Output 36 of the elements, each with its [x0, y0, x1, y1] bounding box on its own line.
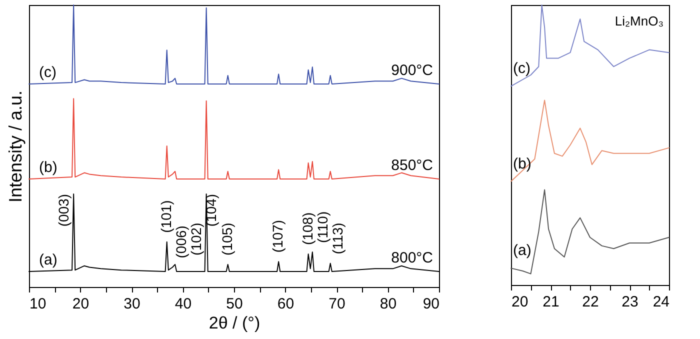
annotation: 850°C — [391, 156, 434, 174]
annotation: (108) — [299, 212, 316, 246]
series-label: (a) — [39, 251, 58, 268]
x-tick-label: 21 — [542, 294, 560, 310]
series-label: (c) — [513, 60, 530, 78]
text: Li₂MnO₃ — [614, 14, 664, 28]
series-label: (a) — [513, 242, 532, 260]
series-label: (b) — [513, 155, 532, 172]
annotation: (102) — [188, 222, 204, 256]
series-label: (b) — [39, 158, 58, 176]
x-tick-label: 22 — [582, 294, 599, 310]
annotation: (113) — [329, 222, 346, 254]
annotation: (003) — [56, 194, 72, 227]
x-tick-label: 90 — [422, 296, 440, 312]
annotation: 900°C — [391, 62, 434, 79]
annotation: (104) — [202, 194, 219, 227]
annotation: (110) — [314, 211, 330, 244]
x-tick-label: 23 — [622, 294, 638, 310]
annotation: (101) — [158, 200, 174, 233]
x-tick-label: 20 — [72, 296, 90, 312]
x-tick-label: 30 — [124, 296, 140, 312]
x-axis-title: 2θ / (°) — [208, 314, 260, 332]
x-tick-label: 40 — [174, 296, 192, 312]
x-tick-label: 60 — [277, 296, 294, 312]
y-axis-title: Intensity / a.u. — [6, 90, 26, 203]
x-tick-label: 24 — [652, 294, 670, 310]
annotation: (105) — [218, 222, 235, 256]
series-label: (c) — [39, 64, 56, 81]
annotation: 800°C — [391, 249, 434, 266]
x-tick-label: 10 — [30, 296, 46, 312]
x-tick-label: 50 — [226, 296, 243, 312]
annotation: (107) — [270, 220, 286, 253]
x-tick-label: 70 — [328, 296, 346, 312]
annotation: (006) — [172, 226, 189, 258]
x-tick-label: 80 — [380, 296, 397, 312]
x-tick-label: 20 — [512, 294, 528, 310]
